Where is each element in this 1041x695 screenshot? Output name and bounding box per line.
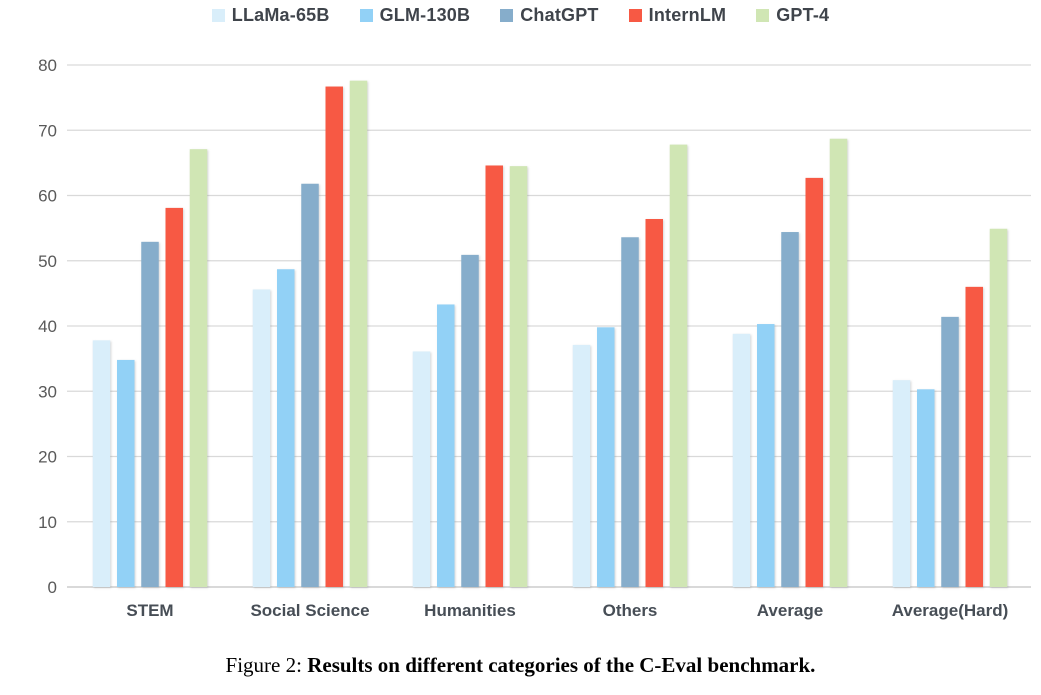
legend-item: GPT-4 xyxy=(756,5,829,26)
bar-GPT-4-Average xyxy=(829,138,848,588)
bar-InternLM-Social Science xyxy=(325,86,343,587)
category-label: Social Science xyxy=(250,601,369,620)
legend-swatch-icon xyxy=(628,9,642,22)
chart-legend: LLaMa-65B GLM-130B ChatGPT InternLM GPT-4 xyxy=(0,5,1041,26)
legend-label: GPT-4 xyxy=(776,5,830,25)
bar-ChatGPT-Humanities xyxy=(461,254,479,587)
legend-item: LLaMa-65B xyxy=(211,5,330,26)
legend-item: ChatGPT xyxy=(500,5,598,26)
caption-text: Results on different categories of the C… xyxy=(307,653,816,677)
legend-label: LLaMa-65B xyxy=(231,5,330,25)
legend-label: InternLM xyxy=(648,5,727,25)
caption-prefix: Figure 2: xyxy=(225,653,308,677)
bar-LLaMa-65B-Humanities xyxy=(412,351,431,587)
category-label: Others xyxy=(603,601,658,620)
bar-LLaMa-65B-Average xyxy=(732,333,751,587)
bar-GPT-4-Humanities xyxy=(509,166,528,587)
y-tick-label: 40 xyxy=(38,317,57,336)
category-label: STEM xyxy=(126,601,173,620)
legend-label: GLM-130B xyxy=(379,5,471,25)
category-label: Average xyxy=(757,601,823,620)
legend-item: InternLM xyxy=(628,5,727,26)
y-tick-label: 10 xyxy=(38,513,57,532)
y-tick-label: 20 xyxy=(38,448,57,467)
legend-swatch-icon xyxy=(756,9,770,22)
bar-GPT-4-Average(Hard) xyxy=(989,228,1008,587)
legend-swatch-icon xyxy=(211,9,225,22)
figure-caption: Figure 2: Results on different categorie… xyxy=(0,653,1041,678)
bar-ChatGPT-Average xyxy=(781,232,799,588)
bar-InternLM-Average xyxy=(805,177,823,587)
legend-item: GLM-130B xyxy=(359,5,471,26)
bar-LLaMa-65B-STEM xyxy=(92,340,111,587)
legend-swatch-icon xyxy=(500,9,514,22)
legend-label: ChatGPT xyxy=(520,5,599,25)
legend-swatch-icon xyxy=(359,9,373,22)
bar-GLM-130B-Average(Hard) xyxy=(917,389,935,587)
bar-GLM-130B-STEM xyxy=(117,359,135,587)
bar-chart: 0 10 20 30 40 50 60 70 80 STEM Social Science Human… xyxy=(38,56,1031,620)
bar-GPT-4-STEM xyxy=(189,149,208,588)
y-tick-label: 50 xyxy=(38,252,57,271)
bar-InternLM-Others xyxy=(645,218,663,588)
bar-ChatGPT-Others xyxy=(621,237,639,587)
y-tick-label: 80 xyxy=(38,56,57,75)
bar-InternLM-STEM xyxy=(165,207,183,587)
bar-InternLM-Average(Hard) xyxy=(965,286,983,587)
bar-GLM-130B-Humanities xyxy=(437,304,455,587)
bar-GLM-130B-Social Science xyxy=(277,269,295,587)
bar-InternLM-Humanities xyxy=(485,165,503,588)
y-tick-label: 30 xyxy=(38,382,57,401)
bar-LLaMa-65B-Average(Hard) xyxy=(892,380,911,587)
bar-ChatGPT-Average(Hard) xyxy=(941,316,959,587)
bar-GPT-4-Others xyxy=(669,144,688,588)
bar-LLaMa-65B-Others xyxy=(572,344,591,587)
category-label: Humanities xyxy=(424,601,516,620)
category-label: Average(Hard) xyxy=(892,601,1009,620)
bar-GLM-130B-Others xyxy=(597,327,615,587)
y-tick-label: 60 xyxy=(38,187,57,206)
bar-ChatGPT-Social Science xyxy=(301,183,319,587)
y-tick-label: 0 xyxy=(48,578,57,597)
bar-GPT-4-Social Science xyxy=(349,80,368,587)
y-tick-label: 70 xyxy=(38,121,57,140)
bar-LLaMa-65B-Social Science xyxy=(252,289,271,587)
bar-GLM-130B-Average xyxy=(757,324,775,587)
bar-ChatGPT-STEM xyxy=(141,241,159,587)
